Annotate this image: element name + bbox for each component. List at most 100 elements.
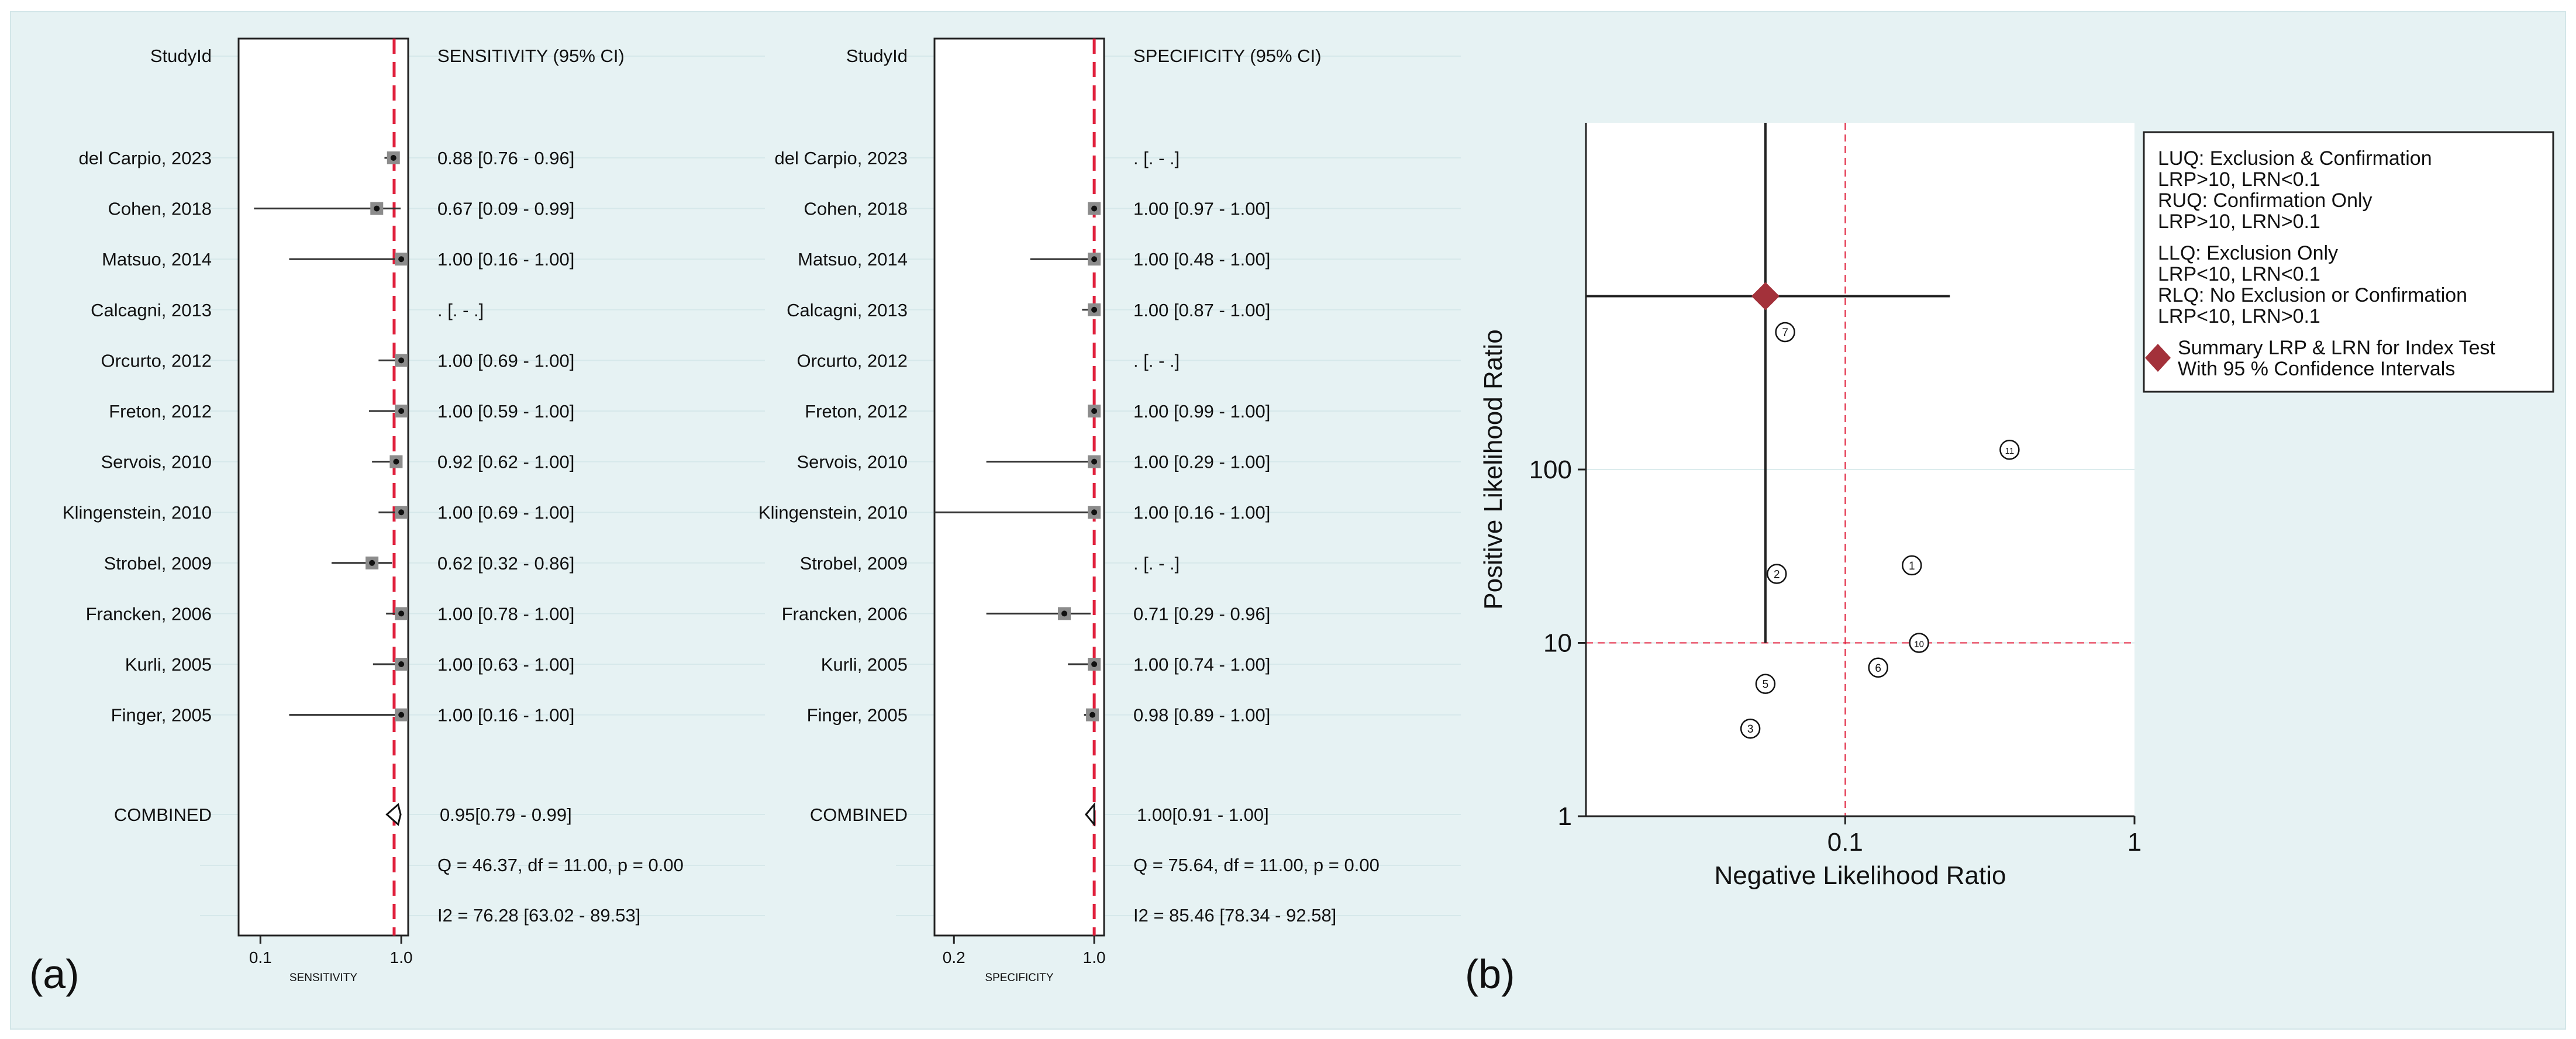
axis-tick-label: 1.0 xyxy=(1083,948,1106,966)
study-estimate-label: . [. - .] xyxy=(437,300,484,320)
study-estimate-label: 1.00 [0.48 - 1.00] xyxy=(1133,249,1270,270)
sensitivity-study-marks xyxy=(254,151,408,826)
study-point-id: 10 xyxy=(1914,640,1924,650)
study-estimate-label: 1.00 [0.63 - 1.00] xyxy=(437,654,574,675)
lr-axis-ticks: 0.1 1 1 10 100 xyxy=(1529,455,2142,857)
figure-frame xyxy=(10,11,2566,1030)
combined-estimate-diamond xyxy=(385,803,402,826)
legend-luq-rule: LRP>10, LRN<0.1 xyxy=(2158,168,2320,191)
point-estimate xyxy=(374,205,380,212)
point-estimate xyxy=(398,357,405,364)
study-estimate-label: 0.67 [0.09 - 0.99] xyxy=(437,199,574,219)
study-name: Servois, 2010 xyxy=(796,452,908,472)
study-point-id: 11 xyxy=(2005,446,2015,456)
point-estimate xyxy=(1091,661,1098,667)
point-estimate xyxy=(398,509,405,516)
panel-b-label: (b) xyxy=(1465,951,1515,997)
study-estimate-label: 1.00 [0.99 - 1.00] xyxy=(1133,401,1270,422)
lr-x-tick-label: 1 xyxy=(2127,828,2142,857)
study-estimate-label: 1.00 [0.16 - 1.00] xyxy=(1133,502,1270,523)
study-name: Kurli, 2005 xyxy=(125,654,212,675)
specificity-combined-label: 1.00[0.91 - 1.00] xyxy=(1137,805,1269,825)
study-name: Finger, 2005 xyxy=(807,705,908,726)
point-estimate xyxy=(398,712,405,718)
study-name: Cohen, 2018 xyxy=(108,199,212,219)
specificity-heterogeneity-q: Q = 75.64, df = 11.00, p = 0.00 xyxy=(1133,855,1380,875)
point-estimate xyxy=(1091,509,1098,516)
study-estimate-label: . [. - .] xyxy=(1133,148,1180,168)
study-estimate-label: 1.00 [0.29 - 1.00] xyxy=(1133,452,1270,472)
specificity-axis-label: SPECIFICITY xyxy=(985,972,1054,984)
axis-tick-label: 0.1 xyxy=(249,948,272,966)
specificity-combined-name: COMBINED xyxy=(810,805,908,825)
specificity-plot-area xyxy=(933,37,1105,937)
study-estimate-label: 1.00 [0.16 - 1.00] xyxy=(437,249,574,270)
point-estimate xyxy=(393,458,399,465)
point-estimate xyxy=(398,610,405,617)
point-estimate xyxy=(1091,408,1098,414)
lr-legend-box xyxy=(2143,131,2554,393)
study-point-circle xyxy=(1868,657,1888,678)
point-estimate xyxy=(390,155,396,161)
specificity-axis-ticks: 0.2 1.0 xyxy=(943,936,1106,966)
axis-tick-label: 0.2 xyxy=(943,948,965,966)
study-point-id: 5 xyxy=(1763,679,1769,691)
study-name: Calcagni, 2013 xyxy=(787,300,908,320)
study-name: Matsuo, 2014 xyxy=(102,249,212,270)
legend-luq-name: LUQ: Exclusion & Confirmation xyxy=(2158,147,2432,170)
lr-reference-lines xyxy=(1586,123,2134,816)
sensitivity-combined-label: 0.95[0.79 - 0.99] xyxy=(440,805,572,825)
study-estimate-label: 1.00 [0.69 - 1.00] xyxy=(437,350,574,371)
lr-x-tick-label: 0.1 xyxy=(1827,828,1863,857)
study-name: Freton, 2012 xyxy=(805,401,908,422)
study-point-circle xyxy=(1909,633,1929,653)
sensitivity-axis-ticks: 0.1 1.0 xyxy=(249,936,413,966)
summary-point-diamond xyxy=(1751,282,1780,310)
study-point-id: 7 xyxy=(1782,327,1788,339)
study-name: Klingenstein, 2010 xyxy=(758,502,908,523)
study-name: Orcurto, 2012 xyxy=(796,350,908,371)
legend-ruq-name: RUQ: Confirmation Only xyxy=(2158,189,2372,212)
point-estimate xyxy=(398,408,405,414)
study-name: Servois, 2010 xyxy=(101,452,212,472)
study-point-circle xyxy=(1740,718,1761,739)
lr-y-tick-label: 100 xyxy=(1529,455,1572,484)
point-estimate xyxy=(1091,205,1098,212)
study-point-circle xyxy=(1902,555,1922,576)
study-estimate-label: . [. - .] xyxy=(1133,553,1180,574)
sensitivity-forest-plot: 0.1 1.0 StudyId SENSITIVITY (95% CI) del … xyxy=(63,37,765,984)
point-estimate xyxy=(1061,610,1068,617)
study-estimate-label: 0.88 [0.76 - 0.96] xyxy=(437,148,574,168)
sensitivity-estimate-labels: 0.88 [0.76 - 0.96] 0.67 [0.09 - 0.99] 1.00… xyxy=(437,148,574,726)
lr-x-axis-title: Negative Likelihood Ratio xyxy=(1715,861,2006,890)
specificity-study-names: del Carpio, 2023 Cohen, 2018 Matsuo, 2014 C… xyxy=(758,148,908,726)
study-name: Klingenstein, 2010 xyxy=(63,502,212,523)
specificity-header-study: StudyId xyxy=(846,46,908,66)
legend-rlq-name: RLQ: No Exclusion or Confirmation xyxy=(2158,284,2467,306)
study-name: Finger, 2005 xyxy=(111,705,212,726)
legend-summary-diamond-icon xyxy=(2145,344,2171,372)
point-estimate xyxy=(1091,458,1098,465)
study-name: Kurli, 2005 xyxy=(821,654,908,675)
study-name: Francken, 2006 xyxy=(782,603,908,624)
study-name: del Carpio, 2023 xyxy=(775,148,908,168)
specificity-forest-plot: 0.2 1.0 StudyId SPECIFICITY (95% CI) del … xyxy=(758,37,1461,984)
study-point-id: 2 xyxy=(1774,569,1780,581)
study-estimate-label: 0.71 [0.29 - 0.96] xyxy=(1133,603,1270,624)
point-estimate xyxy=(1091,256,1098,263)
study-point-circle xyxy=(1755,674,1776,694)
study-name: Freton, 2012 xyxy=(109,401,212,422)
lr-study-points: 1 2 3 5 6 7 10 11 xyxy=(1740,322,2020,739)
legend-summary-line2: With 95 % Confidence Intervals xyxy=(2178,358,2455,380)
study-name: del Carpio, 2023 xyxy=(79,148,212,168)
legend-llq-rule: LRP<10, LRN<0.1 xyxy=(2158,263,2320,285)
point-estimate xyxy=(1091,306,1098,313)
study-estimate-label: 1.00 [0.87 - 1.00] xyxy=(1133,300,1270,320)
legend-ruq-rule: LRP>10, LRN>0.1 xyxy=(2158,210,2320,233)
lr-summary-estimate xyxy=(1586,123,1950,643)
specificity-estimate-labels: . [. - .] 1.00 [0.97 - 1.00] 1.00 [0.48 - … xyxy=(1133,148,1270,726)
study-estimate-label: 1.00 [0.59 - 1.00] xyxy=(437,401,574,422)
sensitivity-combined-name: COMBINED xyxy=(114,805,212,825)
sensitivity-heterogeneity-i2: I2 = 76.28 [63.02 - 89.53] xyxy=(437,905,640,926)
